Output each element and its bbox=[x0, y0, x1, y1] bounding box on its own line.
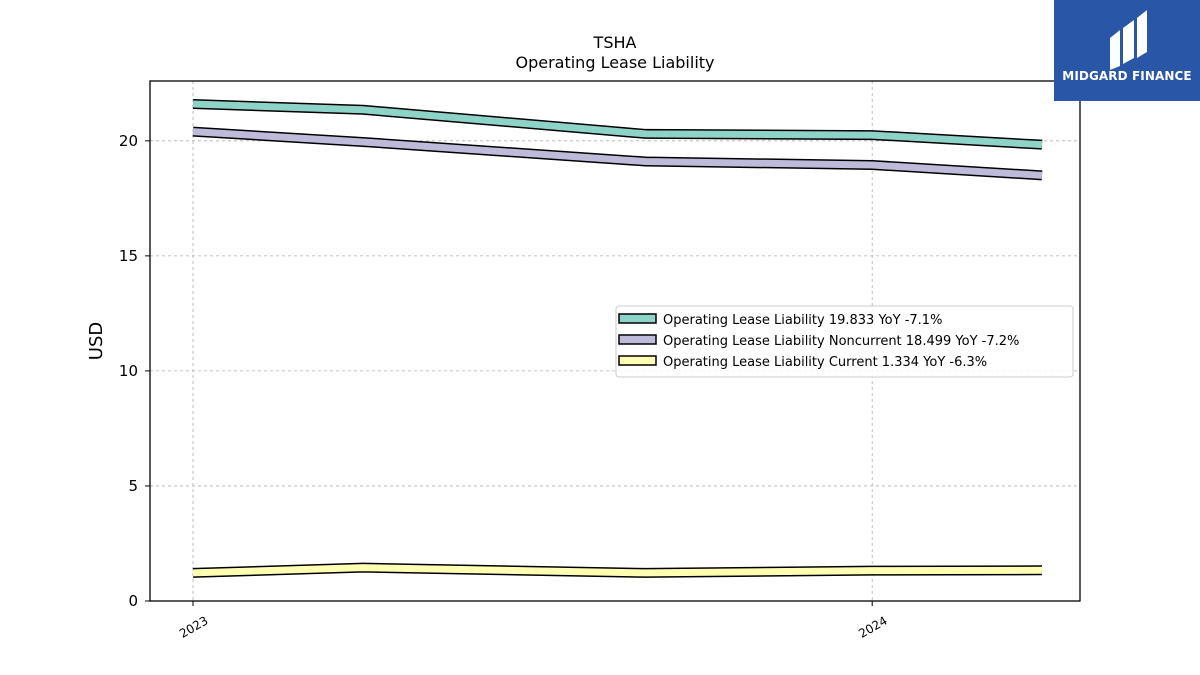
legend-swatch-0 bbox=[618, 313, 657, 324]
series-line-0 bbox=[192, 100, 1043, 149]
legend-label-0: Operating Lease Liability 19.833 YoY -7.… bbox=[663, 313, 942, 328]
chart-title: TSHA bbox=[593, 33, 637, 52]
legend-swatch-1 bbox=[618, 334, 657, 345]
x-tick-label: 2024 bbox=[856, 613, 889, 640]
legend-box bbox=[615, 305, 1074, 378]
legend: Operating Lease Liability 19.833 YoY -7.… bbox=[615, 305, 1074, 378]
legend-label-1: Operating Lease Liability Noncurrent 18.… bbox=[663, 334, 1019, 349]
y-tick-label: 10 bbox=[119, 362, 138, 380]
series-line-2 bbox=[192, 564, 1043, 577]
x-tick-label: 2023 bbox=[177, 613, 210, 640]
chart-subtitle: Operating Lease Liability bbox=[515, 53, 714, 72]
brand-logo: MIDGARD FINANCE bbox=[1054, 0, 1200, 101]
plot-frame bbox=[149, 80, 1081, 602]
y-axis-label: USD bbox=[86, 322, 107, 360]
brand-name: MIDGARD FINANCE bbox=[1062, 69, 1192, 83]
y-tick-label: 0 bbox=[128, 592, 138, 610]
midgard-logo-icon bbox=[1110, 10, 1147, 70]
series-layer bbox=[192, 99, 1043, 578]
y-tick-label: 5 bbox=[128, 477, 138, 495]
y-tick-label: 20 bbox=[119, 132, 138, 150]
series-line-1 bbox=[192, 128, 1043, 179]
y-tick-label: 15 bbox=[119, 247, 138, 265]
axes: 0 5 10 15 20 2023 2024 bbox=[119, 132, 890, 641]
legend-swatch-2 bbox=[618, 355, 657, 366]
legend-label-2: Operating Lease Liability Current 1.334 … bbox=[663, 355, 987, 370]
